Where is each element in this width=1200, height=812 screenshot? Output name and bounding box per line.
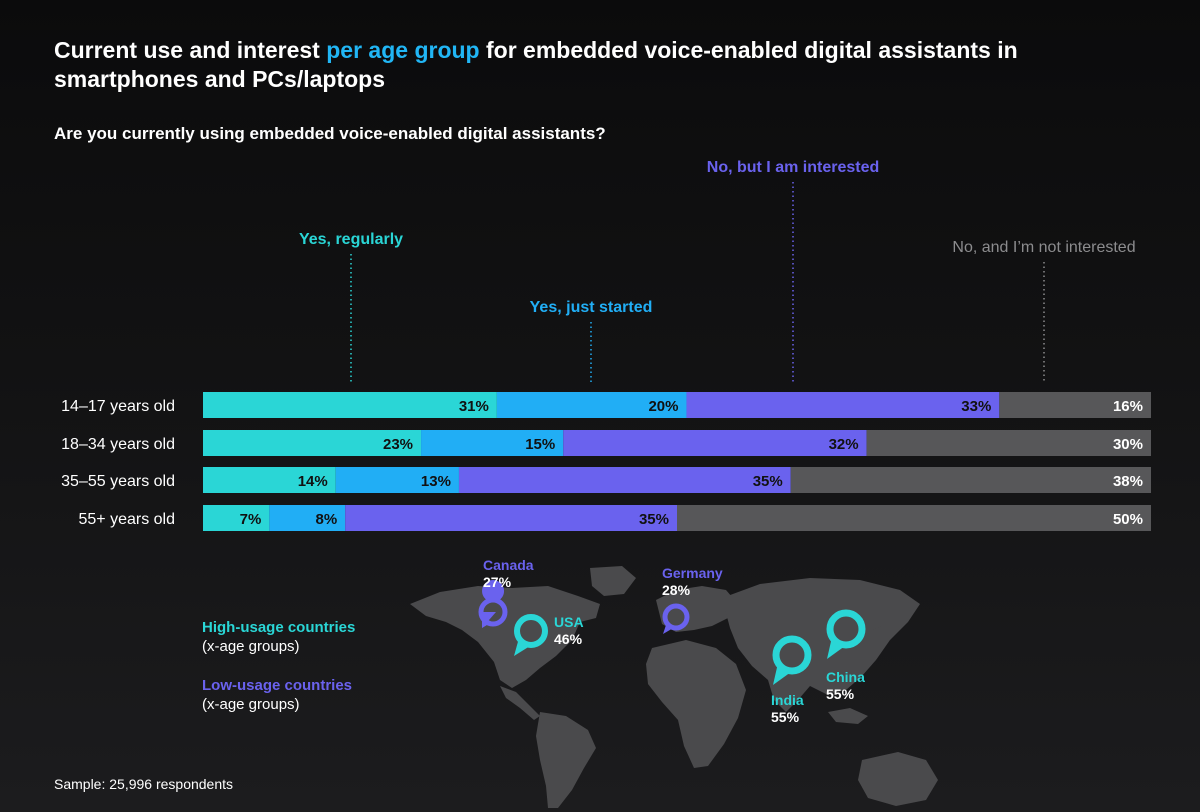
bar-segment <box>458 467 791 493</box>
series-label-3: No, but I am interested <box>707 159 879 176</box>
country-name: India <box>771 692 804 708</box>
country-india: India 55% <box>771 692 804 726</box>
country-value: 46% <box>554 631 583 647</box>
bar-value-label: 14% <box>298 473 328 490</box>
country-name: USA <box>554 614 584 630</box>
country-name: Germany <box>662 565 723 581</box>
legend-high-sub: (x-age groups) <box>202 638 300 655</box>
pin-canada <box>478 580 508 628</box>
pin-china <box>826 609 866 659</box>
bar-segment <box>269 505 346 531</box>
bar-segment <box>496 392 687 418</box>
bar-value-label: 32% <box>829 436 859 453</box>
stacked-bar-chart: Yes, regularly Yes, just started No, but I… <box>61 159 1151 531</box>
bar-value-label: 23% <box>383 436 413 453</box>
bar-segment <box>563 430 867 456</box>
legend-high-label: High-usage countries <box>202 619 356 636</box>
series-label-1: Yes, regularly <box>299 231 403 248</box>
bar-value-label: 15% <box>525 436 555 453</box>
pin-germany <box>662 603 690 634</box>
bar-segment <box>203 392 497 418</box>
bar-value-label: 8% <box>316 511 338 528</box>
pin-usa <box>514 614 548 656</box>
chart-question: Are you currently using embedded voice-e… <box>54 124 606 143</box>
series-label-2: Yes, just started <box>530 299 653 316</box>
bar-value-label: 38% <box>1113 473 1143 490</box>
world-map-landmass <box>410 566 938 808</box>
bar-value-label: 50% <box>1113 511 1143 528</box>
bar-value-label: 31% <box>459 398 489 415</box>
legend-low-sub: (x-age groups) <box>202 696 300 713</box>
bar-segment <box>686 392 1000 418</box>
country-china: China 55% <box>826 669 865 703</box>
title-part-2: for embedded voice-enabled digital assis… <box>54 37 1018 92</box>
country-name: China <box>826 669 865 685</box>
bar-value-label: 13% <box>421 473 451 490</box>
bar-value-label: 7% <box>240 511 262 528</box>
sample-size-note: Sample: 25,996 respondents <box>54 776 234 792</box>
bar-segment <box>345 505 677 531</box>
bar-segment <box>677 505 1151 531</box>
title-highlight: per age group <box>326 37 480 63</box>
bar-segment <box>421 430 564 456</box>
category-label: 55+ years old <box>78 511 175 528</box>
legend-low-label: Low-usage countries <box>202 677 353 694</box>
country-value: 28% <box>662 582 691 598</box>
category-label: 18–34 years old <box>61 436 175 453</box>
category-label: 35–55 years old <box>61 473 175 490</box>
bar-segment <box>203 430 422 456</box>
category-label: 14–17 years old <box>61 398 175 415</box>
bar-value-label: 20% <box>648 398 678 415</box>
bar-value-label: 33% <box>961 398 991 415</box>
chart-title: Current use and interest per age group f… <box>54 36 1134 94</box>
bar-segment <box>203 467 336 493</box>
country-value: 55% <box>771 709 800 725</box>
bar-segment <box>866 430 1151 456</box>
bar-value-label: 30% <box>1113 436 1143 453</box>
bar-segment <box>203 505 270 531</box>
bar-segment <box>790 467 1151 493</box>
bar-segment <box>999 392 1151 418</box>
pin-india <box>772 635 812 685</box>
country-usa: USA 46% <box>554 614 584 648</box>
country-germany: Germany 28% <box>662 565 723 599</box>
series-label-4: No, and I’m not interested <box>952 239 1135 256</box>
country-canada: Canada 27% <box>483 557 534 591</box>
legend-low-usage: Low-usage countries (x-age groups) <box>202 676 352 714</box>
bar-value-label: 35% <box>753 473 783 490</box>
legend-high-usage: High-usage countries (x-age groups) <box>202 618 355 656</box>
title-part-1: Current use and interest <box>54 37 327 63</box>
bar-segment <box>335 467 459 493</box>
bar-value-label: 35% <box>639 511 669 528</box>
country-name: Canada <box>483 557 534 573</box>
bar-value-label: 16% <box>1113 398 1143 415</box>
country-value: 27% <box>483 574 512 590</box>
country-value: 55% <box>826 686 855 702</box>
